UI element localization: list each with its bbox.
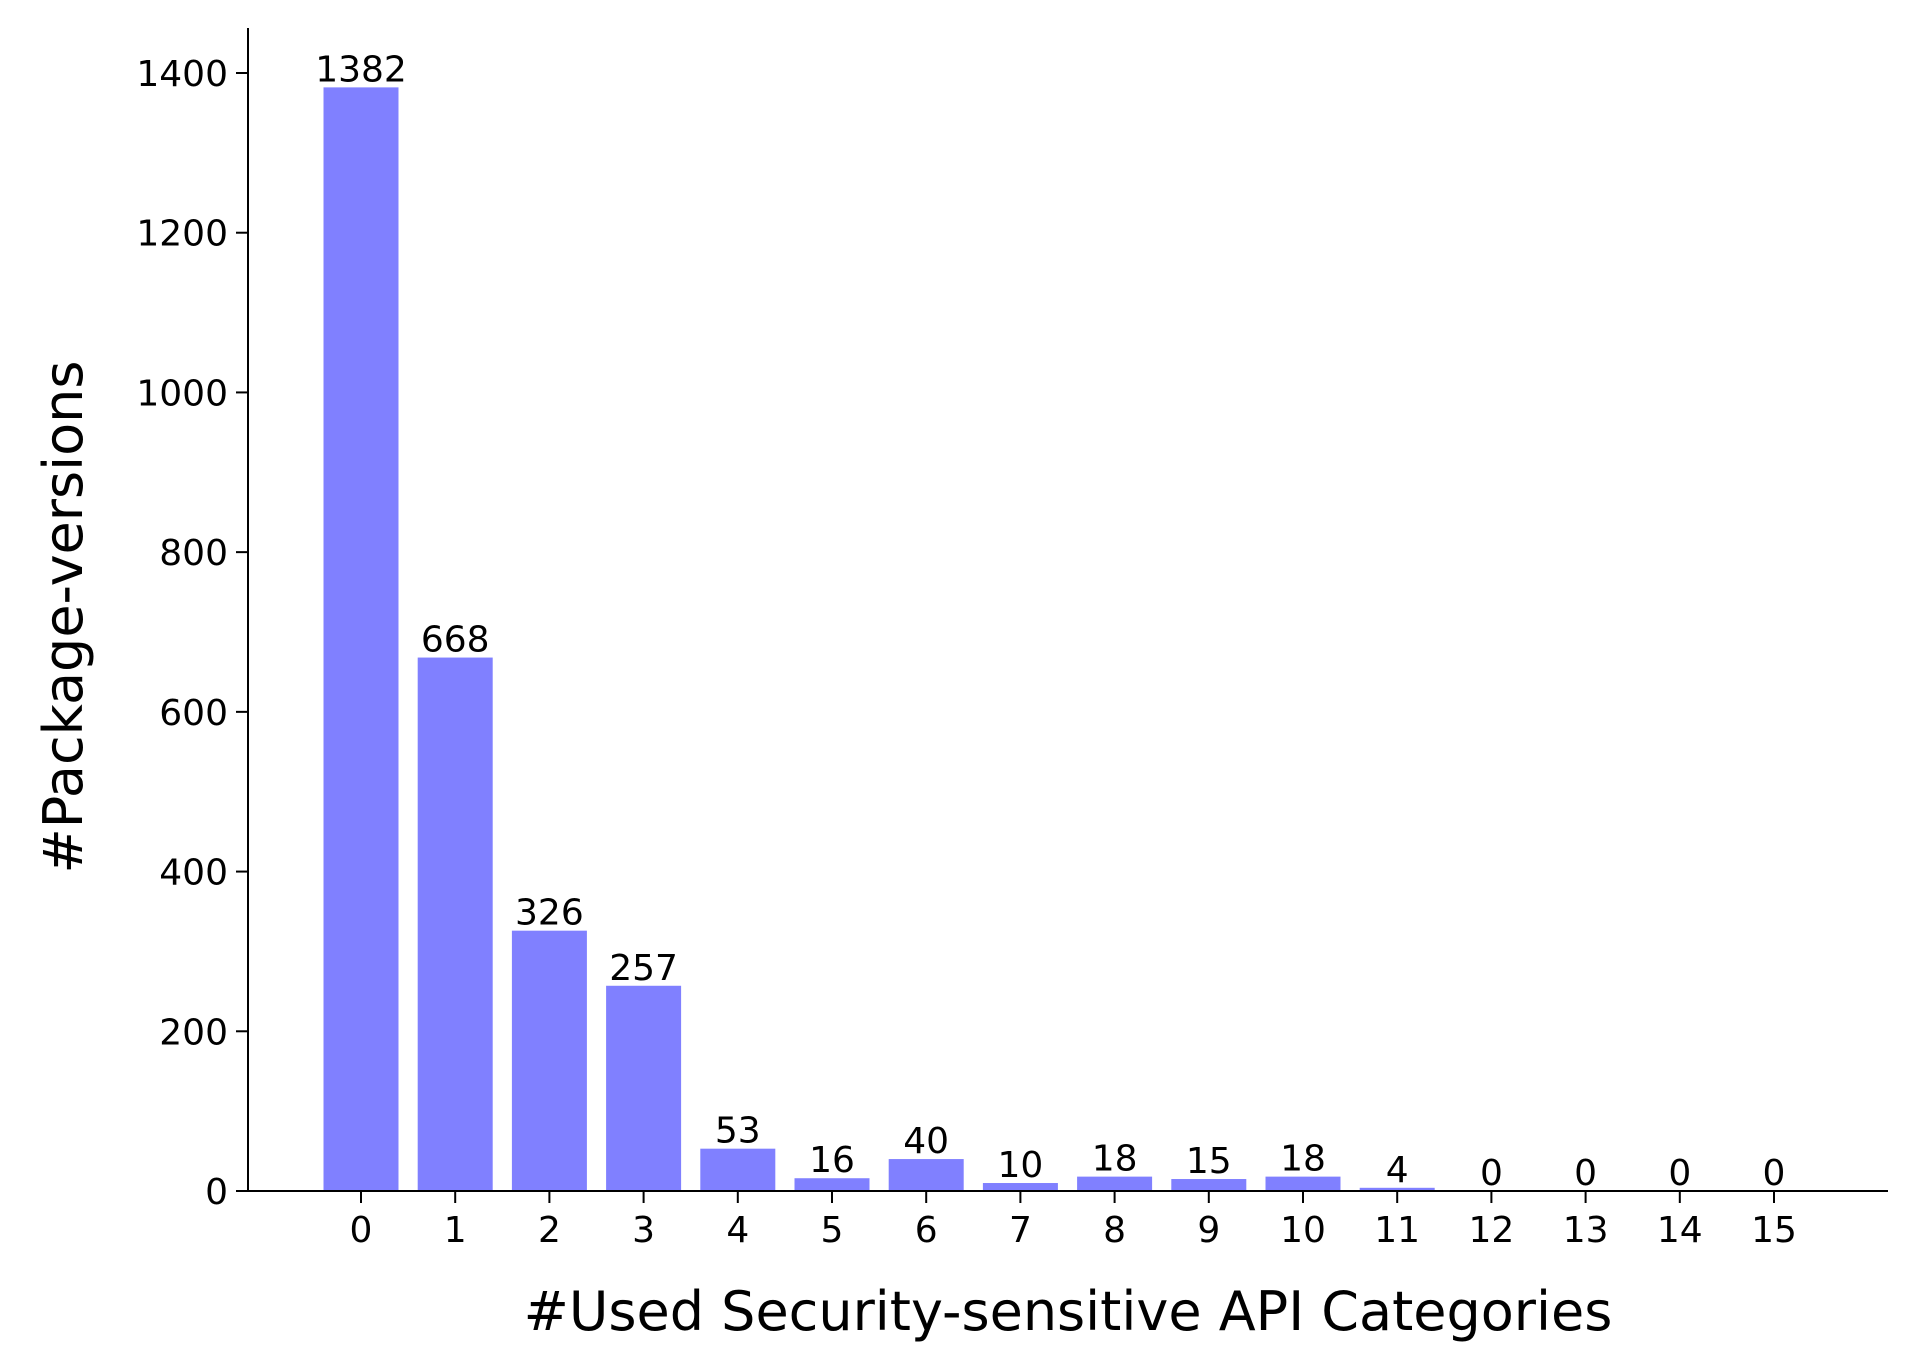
y-tick-label-1400: 1400 bbox=[136, 54, 228, 95]
x-tick-label-8: 8 bbox=[1103, 1210, 1126, 1251]
y-tick-label-800: 800 bbox=[159, 533, 228, 574]
bar-8 bbox=[1077, 1176, 1153, 1191]
x-tick-label-14: 14 bbox=[1657, 1210, 1703, 1251]
x-tick-label-6: 6 bbox=[915, 1210, 938, 1251]
bar-value-label-3: 257 bbox=[609, 948, 678, 989]
bar-7 bbox=[982, 1183, 1058, 1191]
bar-3 bbox=[606, 985, 682, 1191]
bar-value-label-2: 326 bbox=[515, 893, 584, 934]
x-ticks-layer: 0 1 2 3 4 5 6 7 8 9 10 11 12 13 14 15 bbox=[350, 1191, 1797, 1251]
bar-1 bbox=[417, 657, 493, 1191]
bar-value-label-12: 0 bbox=[1480, 1153, 1503, 1194]
bar-value-label-8: 18 bbox=[1092, 1139, 1138, 1180]
bar-value-label-10: 18 bbox=[1280, 1139, 1326, 1180]
x-tick-label-9: 9 bbox=[1197, 1210, 1220, 1251]
y-tick-label-200: 200 bbox=[159, 1012, 228, 1053]
bar-9 bbox=[1171, 1179, 1247, 1191]
bar-value-label-7: 10 bbox=[997, 1145, 1043, 1186]
x-tick-label-0: 0 bbox=[350, 1210, 373, 1251]
x-tick-label-5: 5 bbox=[821, 1210, 844, 1251]
bar-10 bbox=[1265, 1176, 1341, 1191]
bar-6 bbox=[888, 1159, 964, 1191]
bar-11 bbox=[1359, 1187, 1435, 1191]
x-tick-label-10: 10 bbox=[1280, 1210, 1326, 1251]
bar-0 bbox=[323, 87, 399, 1192]
y-tick-label-400: 400 bbox=[159, 853, 228, 894]
bar-value-label-11: 4 bbox=[1386, 1150, 1409, 1191]
bar-value-label-9: 15 bbox=[1186, 1141, 1232, 1182]
x-tick-label-3: 3 bbox=[632, 1210, 655, 1251]
y-axis-title: #Package-versions bbox=[32, 360, 95, 873]
x-tick-label-15: 15 bbox=[1751, 1210, 1797, 1251]
x-tick-label-1: 1 bbox=[444, 1210, 467, 1251]
bar-5 bbox=[794, 1178, 870, 1191]
x-tick-label-11: 11 bbox=[1374, 1210, 1420, 1251]
x-tick-label-12: 12 bbox=[1468, 1210, 1514, 1251]
y-tick-label-0: 0 bbox=[205, 1172, 228, 1213]
bar-4 bbox=[700, 1148, 776, 1191]
bar-value-label-15: 0 bbox=[1763, 1153, 1786, 1194]
x-tick-label-4: 4 bbox=[726, 1210, 749, 1251]
y-tick-label-600: 600 bbox=[159, 693, 228, 734]
y-tick-label-1200: 1200 bbox=[136, 214, 228, 255]
bar-value-label-4: 53 bbox=[715, 1111, 761, 1152]
bar-value-label-1: 668 bbox=[421, 620, 490, 661]
axes-layer bbox=[247, 28, 1888, 1192]
x-axis-title: #Used Security-sensitive API Categories bbox=[524, 1280, 1613, 1343]
y-ticks-layer: 0 200 400 600 800 1000 1200 1400 bbox=[136, 54, 248, 1213]
bar-value-label-13: 0 bbox=[1574, 1153, 1597, 1194]
bar-value-label-0: 1382 bbox=[315, 49, 407, 90]
x-tick-label-7: 7 bbox=[1009, 1210, 1032, 1251]
x-tick-label-13: 13 bbox=[1563, 1210, 1609, 1251]
bars-layer bbox=[323, 87, 1435, 1192]
x-tick-label-2: 2 bbox=[538, 1210, 561, 1251]
y-tick-label-1000: 1000 bbox=[136, 373, 228, 414]
bar-value-label-5: 16 bbox=[809, 1140, 855, 1181]
bar-2 bbox=[511, 930, 587, 1191]
bar-value-label-14: 0 bbox=[1668, 1153, 1691, 1194]
bar-value-label-6: 40 bbox=[903, 1121, 949, 1162]
